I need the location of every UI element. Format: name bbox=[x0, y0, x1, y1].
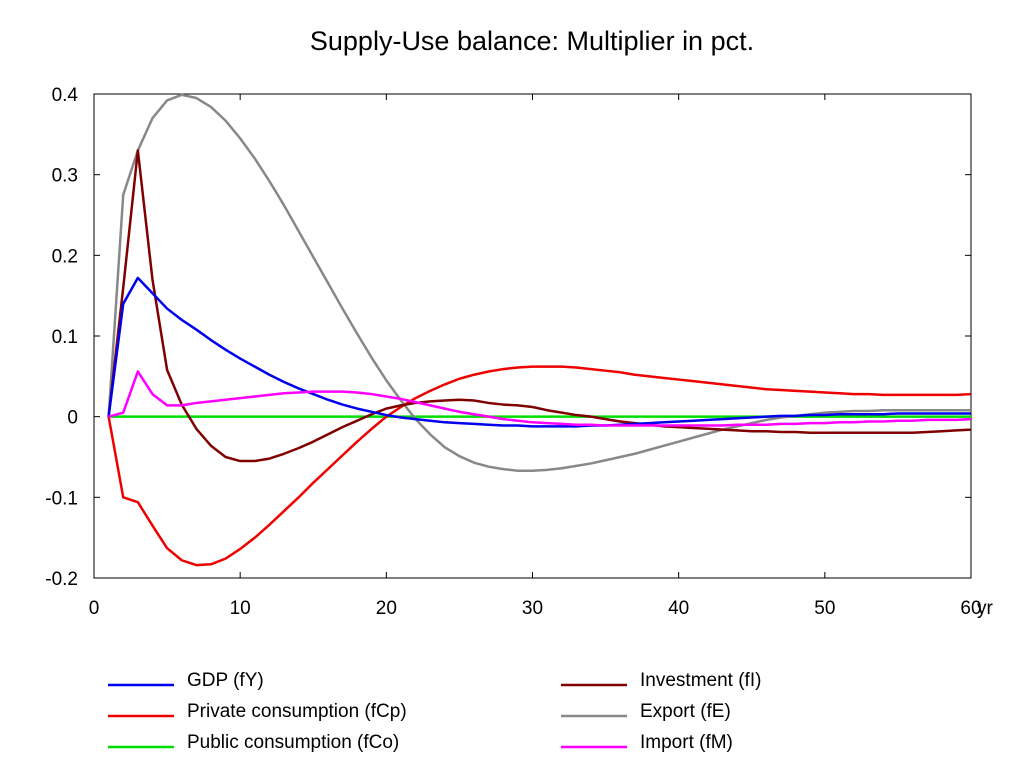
y-tick-label: 0.4 bbox=[52, 85, 79, 106]
y-tick-label: 0.3 bbox=[52, 166, 78, 187]
x-tick-label: 0 bbox=[89, 598, 100, 619]
legend-label: GDP (fY) bbox=[187, 670, 264, 691]
series-line bbox=[107, 93, 971, 472]
x-tick-label: 20 bbox=[376, 598, 397, 619]
legend-label: Private consumption (fCp) bbox=[187, 701, 407, 722]
y-tick-label: -0.2 bbox=[45, 569, 78, 590]
y-tick-label: 0.1 bbox=[52, 327, 78, 348]
legend-label: Public consumption (fCo) bbox=[187, 732, 399, 753]
x-tick-label: 10 bbox=[230, 598, 251, 619]
plot-area bbox=[93, 93, 972, 579]
legend-label: Import (fM) bbox=[640, 732, 733, 753]
x-tick-label: 60 bbox=[960, 598, 981, 619]
y-tick-label: -0.1 bbox=[45, 488, 78, 509]
series-group bbox=[107, 93, 972, 567]
y-tick-label: 0.2 bbox=[52, 246, 78, 267]
legend-label: Investment (fI) bbox=[640, 670, 761, 691]
series-line bbox=[107, 365, 972, 567]
x-tick-label: 50 bbox=[814, 598, 835, 619]
legend-label: Export (fE) bbox=[640, 701, 731, 722]
chart-title: Supply-Use balance: Multiplier in pct. bbox=[310, 26, 754, 56]
x-tick-label: 30 bbox=[522, 598, 543, 619]
series-line bbox=[108, 370, 972, 427]
x-unit-label: yr bbox=[977, 598, 994, 619]
y-tick-label: 0 bbox=[67, 408, 78, 429]
series-line bbox=[107, 149, 972, 463]
legend: GDP (fY) Private consumption (fCp) Public … bbox=[108, 670, 761, 753]
x-tick-label: 40 bbox=[668, 598, 689, 619]
series-line bbox=[107, 276, 971, 428]
